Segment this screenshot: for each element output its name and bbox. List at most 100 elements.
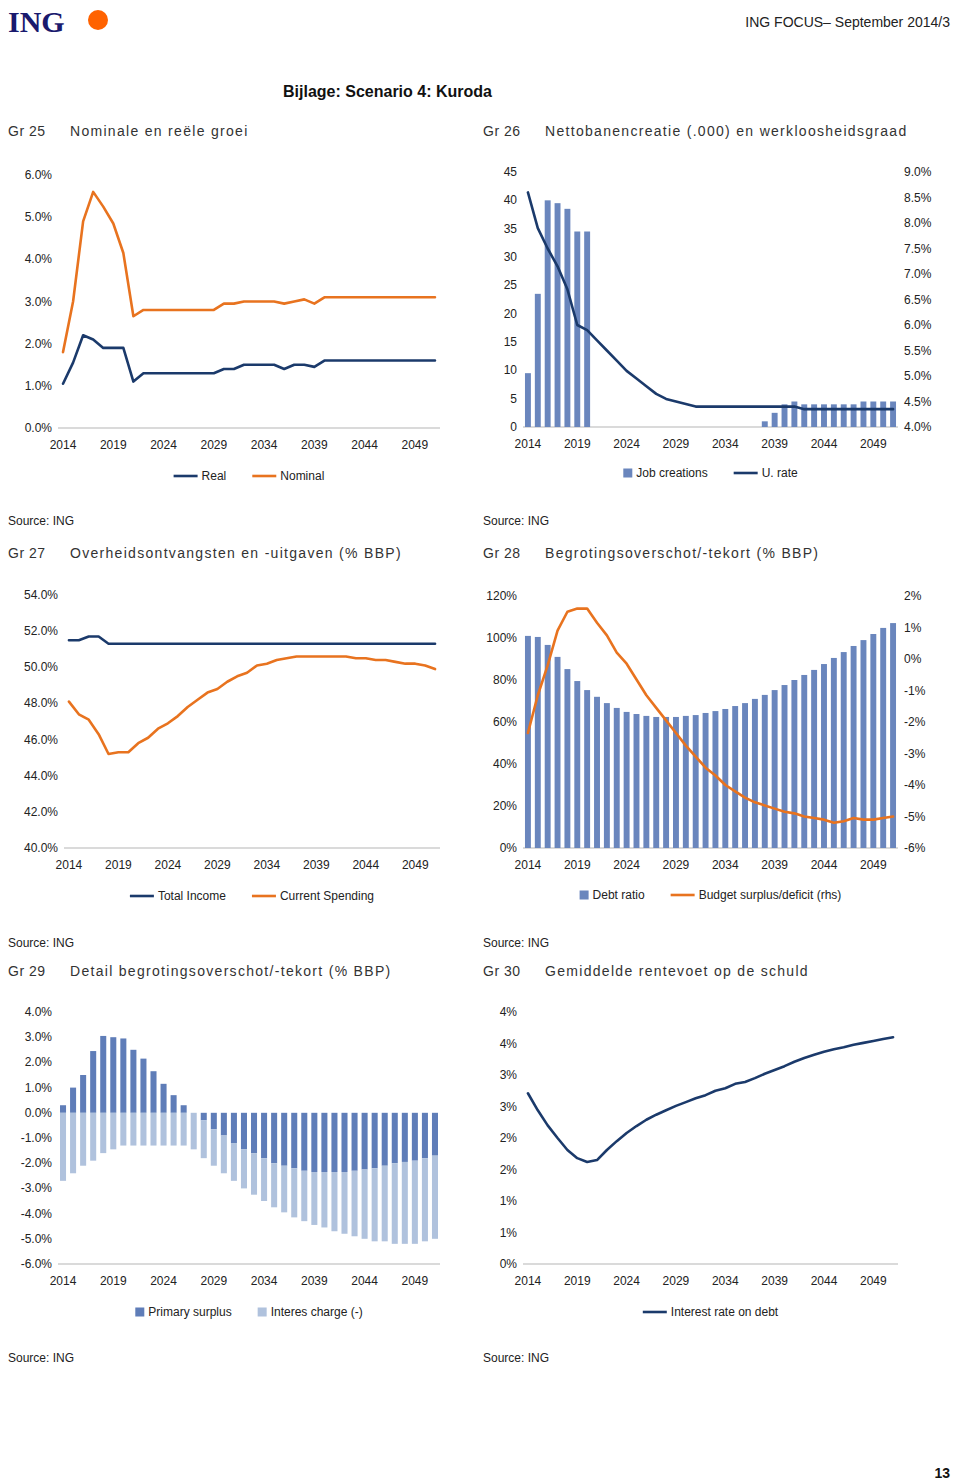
- bar: [890, 402, 896, 428]
- bar: [525, 373, 531, 427]
- y-tick-label: 40.0%: [24, 841, 58, 855]
- bar: [60, 1113, 66, 1181]
- bar: [712, 427, 718, 428]
- bar: [331, 1172, 337, 1231]
- bar: [251, 1113, 257, 1153]
- legend-swatch: [174, 475, 198, 478]
- bar: [130, 1113, 136, 1146]
- bar: [614, 708, 620, 848]
- x-tick-label: 2024: [150, 1274, 177, 1288]
- x-tick-label: 2029: [200, 438, 227, 452]
- y-tick-label: 30: [504, 250, 518, 264]
- bar: [870, 402, 876, 428]
- y2-tick-label: 5.0%: [904, 369, 932, 383]
- bar: [653, 717, 659, 848]
- source: Source: ING: [8, 1351, 74, 1365]
- y-tick-label: 120%: [486, 589, 517, 603]
- x-tick-label: 2029: [663, 1274, 690, 1288]
- bar: [422, 1158, 428, 1241]
- x-tick-label: 2044: [351, 1274, 378, 1288]
- bar: [643, 716, 649, 848]
- x-tick-label: 2014: [515, 437, 542, 451]
- bar: [811, 670, 817, 848]
- bar: [525, 636, 531, 848]
- bar: [634, 427, 640, 428]
- x-tick-label: 2039: [761, 437, 788, 451]
- y-tick-label: 45: [504, 165, 518, 179]
- legend-label: Interest rate on debt: [671, 1305, 779, 1319]
- legend: Job creationsU. rate: [623, 466, 798, 480]
- y2-tick-label: 8.5%: [904, 191, 932, 205]
- legend-swatch: [734, 472, 758, 475]
- y-tick-label: 35: [504, 222, 518, 236]
- bar: [120, 1113, 126, 1146]
- bar: [663, 427, 669, 428]
- bar: [772, 413, 778, 427]
- x-tick-label: 2029: [204, 858, 231, 872]
- x-tick-label: 2044: [351, 438, 378, 452]
- x-tick-label: 2039: [301, 438, 328, 452]
- x-tick-label: 2014: [50, 1274, 77, 1288]
- bar: [110, 1113, 116, 1150]
- bar: [791, 680, 797, 848]
- y2-tick-label: 8.0%: [904, 216, 932, 230]
- bar: [841, 652, 847, 848]
- x-tick-label: 2024: [613, 437, 640, 451]
- source: Source: ING: [8, 936, 74, 950]
- chart: Gr 25Nominale en reële groei0.0%1.0%2.0%…: [8, 123, 440, 528]
- x-tick-label: 2024: [150, 438, 177, 452]
- bar: [80, 1075, 86, 1113]
- y-tick-label: -6.0%: [21, 1257, 53, 1271]
- bar: [624, 712, 630, 848]
- bar: [831, 404, 837, 427]
- y-tick-label: 4%: [500, 1005, 518, 1019]
- bar: [221, 1113, 227, 1136]
- plot-area: [528, 1037, 893, 1162]
- y-tick-label: 0.0%: [25, 1106, 53, 1120]
- bar: [861, 402, 867, 428]
- bar: [683, 427, 689, 428]
- y2-tick-label: 9.0%: [904, 165, 932, 179]
- x-tick-label: 2014: [50, 438, 77, 452]
- bar: [211, 1129, 217, 1166]
- bar: [181, 1113, 187, 1146]
- x-tick-label: 2014: [515, 858, 542, 872]
- bar: [140, 1059, 146, 1113]
- bar: [880, 402, 886, 428]
- page-title: Bijlage: Scenario 4: Kuroda: [283, 83, 492, 100]
- bar: [231, 1143, 237, 1181]
- line: [528, 609, 893, 823]
- bar: [742, 703, 748, 848]
- legend-label: Primary surplus: [148, 1305, 231, 1319]
- figure-number: Gr 26: [483, 123, 521, 139]
- bar: [291, 1168, 297, 1217]
- bar: [742, 427, 748, 428]
- bar: [392, 1163, 398, 1244]
- y-tick-label: 2.0%: [25, 337, 53, 351]
- bar: [261, 1158, 267, 1201]
- y-tick-label: 1%: [500, 1194, 518, 1208]
- y-tick-label: 0%: [500, 1257, 518, 1271]
- line: [69, 656, 435, 754]
- legend-label: U. rate: [762, 466, 798, 480]
- legend-label: Budget surplus/deficit (rhs): [699, 888, 842, 902]
- y2-tick-label: 5.5%: [904, 344, 932, 358]
- y-tick-label: 2%: [500, 1163, 518, 1177]
- x-axis-line: [523, 1264, 898, 1265]
- bar: [535, 637, 541, 848]
- y-tick-label: 42.0%: [24, 805, 58, 819]
- y-tick-label: 20: [504, 307, 518, 321]
- legend-swatch: [252, 475, 276, 478]
- legend-label: Interes charge (-): [271, 1305, 363, 1319]
- bar: [161, 1084, 167, 1113]
- bar: [352, 1113, 358, 1171]
- bar: [564, 209, 570, 427]
- bar: [732, 706, 738, 848]
- source: Source: ING: [483, 1351, 549, 1365]
- line: [528, 192, 893, 409]
- bar: [752, 699, 758, 848]
- x-tick-label: 2049: [402, 438, 429, 452]
- bar: [624, 427, 630, 428]
- y-tick-label: -3.0%: [21, 1181, 53, 1195]
- bar: [231, 1113, 237, 1143]
